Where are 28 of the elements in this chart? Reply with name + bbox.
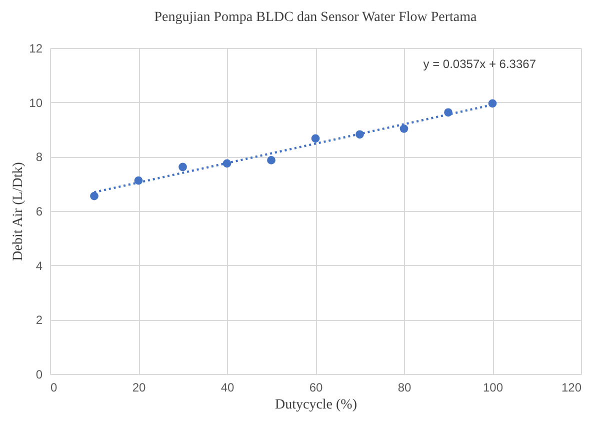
point	[356, 130, 364, 139]
y-tick-label: 10	[29, 96, 43, 110]
point	[178, 162, 187, 172]
point	[222, 159, 232, 168]
x-tick-label: 20	[132, 380, 146, 394]
point	[267, 156, 276, 164]
y-tick-label: 8	[36, 150, 43, 164]
point	[134, 176, 143, 185]
y-tick-label: 6	[36, 204, 43, 218]
point	[90, 192, 98, 200]
x-tick-label: 100	[482, 380, 504, 394]
x-tick-label: 80	[398, 380, 412, 394]
x-tick-label: 40	[220, 380, 234, 394]
annotation: y = 0.0357x + 6.3367	[423, 57, 536, 71]
y-axis-title: Debit Air (L/Dtk)	[11, 162, 26, 261]
point	[311, 134, 320, 143]
chart-title: Pengujian Pompa BLDC dan Sensor Water Flow Pertama	[154, 10, 478, 25]
x-axis-title: Dutycycle (%)	[274, 398, 358, 412]
x-tick-label: 60	[309, 380, 323, 394]
y-tick-label: 12	[29, 42, 43, 56]
y-tick-label: 0	[36, 368, 43, 382]
point	[400, 124, 408, 133]
x-tick-label: 0	[50, 380, 58, 394]
point	[444, 108, 452, 117]
point	[488, 99, 497, 108]
x-tick-label: 120	[561, 380, 582, 394]
y-tick-label: 4	[36, 258, 43, 273]
y-tick-label: 2	[36, 313, 43, 328]
